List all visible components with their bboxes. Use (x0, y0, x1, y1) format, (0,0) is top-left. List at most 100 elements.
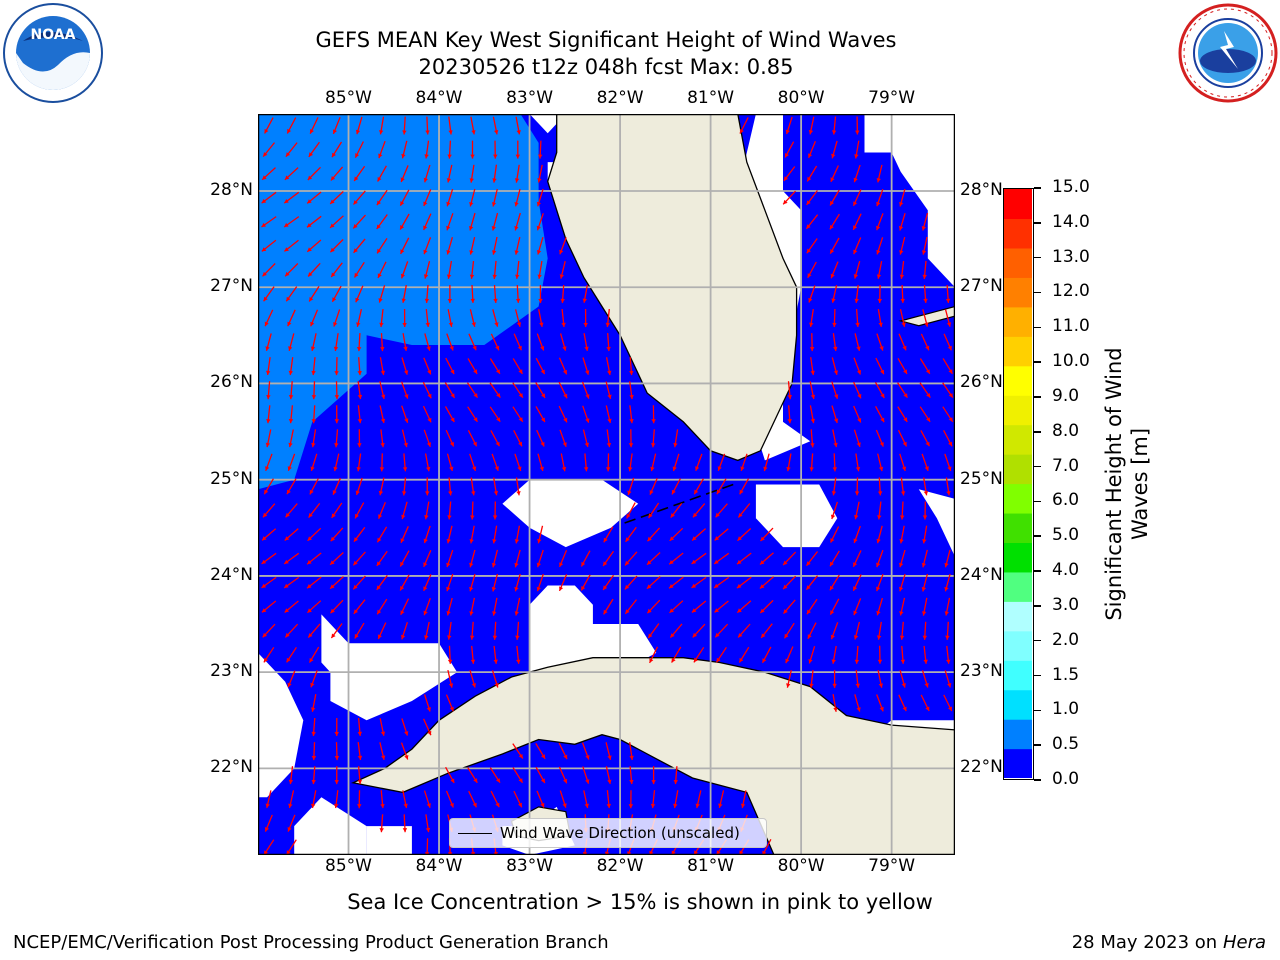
wave-arrow-head (901, 322, 906, 327)
footer-host: Hera (1222, 932, 1266, 953)
wave-arrow-head (330, 584, 335, 589)
lat-label-right: 22°N (960, 757, 1003, 778)
wave-arrow (311, 693, 317, 712)
wave-arrow-head (760, 536, 765, 541)
wave-arrow (853, 164, 861, 183)
wave-arrow (853, 598, 862, 616)
wave-arrow-head (380, 370, 386, 375)
wave-arrow (538, 284, 543, 304)
lon-label-bottom: 81°W (687, 856, 735, 876)
wave-arrow-head (855, 130, 860, 135)
wave-arrow-head (899, 586, 904, 592)
wave-arrow (944, 670, 952, 688)
wave-arrow-head (354, 633, 359, 639)
wave-arrow-head (288, 779, 294, 785)
wave-arrow (424, 453, 431, 472)
wave-arrow-head (855, 683, 860, 688)
wave-arrow-head (285, 512, 290, 518)
wave-arrow (737, 623, 751, 638)
wave-arrow (515, 116, 521, 135)
wave-arrow-head (492, 250, 497, 255)
wave-arrow (376, 575, 388, 591)
wave-arrow-head (514, 586, 519, 592)
wave-arrow (713, 576, 730, 589)
wave-arrow (942, 406, 954, 423)
wave-arrow (897, 406, 908, 423)
wave-arrow-head (737, 608, 742, 613)
wave-arrow (263, 478, 274, 495)
wave-arrow (288, 766, 294, 785)
wave-arrow (266, 381, 271, 400)
no-data-area-3 (321, 614, 458, 721)
wave-arrow-head (402, 467, 408, 472)
wave-arrow-head (948, 706, 952, 711)
wave-arrow-head (833, 346, 838, 351)
wave-arrow (264, 814, 273, 832)
wave-arrow (806, 165, 818, 182)
wave-arrow-head (946, 491, 951, 496)
wave-arrow-head (876, 225, 881, 231)
wave-arrow (376, 550, 388, 567)
wave-arrow (423, 357, 432, 375)
wave-arrow (854, 333, 861, 351)
wave-arrow-head (806, 609, 811, 615)
wave-arrow-head (880, 369, 884, 375)
wave-arrow (897, 429, 908, 447)
wave-arrow (283, 216, 300, 228)
wave-arrow (492, 260, 497, 279)
colorbar-tick-label: 12.0 (1052, 281, 1090, 302)
wave-arrow-head (446, 201, 451, 207)
wave-arrow-head (540, 803, 545, 808)
wave-arrow (783, 622, 795, 639)
wave-arrow-head (355, 129, 361, 135)
wave-arrow-head (448, 491, 453, 496)
wave-arrow (446, 237, 454, 255)
wave-arrow (695, 453, 703, 472)
wave-arrow-head (833, 442, 838, 448)
wave-arrow (287, 814, 296, 832)
wave-arrow (759, 552, 774, 565)
colorbar-tick-label: 5.0 (1052, 525, 1080, 546)
wave-arrow (329, 552, 344, 566)
wave-arrow-head (833, 370, 838, 375)
wave-arrow-head (763, 466, 768, 472)
wave-arrow (944, 309, 952, 327)
wave-arrow (333, 453, 340, 472)
wave-arrow-head (585, 394, 590, 399)
wave-arrow-head (377, 273, 382, 278)
wave-arrow (559, 333, 567, 351)
wave-arrow (875, 405, 885, 423)
colorbar-segment (1004, 542, 1032, 573)
wave-arrow-head (903, 369, 907, 374)
wave-arrow (829, 213, 840, 230)
florida-key-4 (689, 495, 701, 501)
wave-arrow (808, 285, 816, 303)
colorbar-tick-mark (1034, 187, 1041, 189)
wave-arrow (853, 525, 861, 544)
wave-arrow (445, 766, 455, 784)
colorbar-tick-mark (1034, 744, 1041, 746)
wave-arrow-head (357, 779, 362, 785)
wave-arrow (470, 645, 476, 664)
wave-arrow (736, 600, 752, 614)
wave-arrow (470, 284, 475, 303)
wave-arrow-head (856, 707, 861, 712)
wave-arrow-head (605, 322, 610, 327)
wave-arrow (401, 621, 409, 640)
wave-arrow (832, 333, 838, 352)
wave-arrow-head (925, 706, 930, 711)
wave-arrow-head (402, 828, 408, 833)
wave-arrow-head (948, 417, 953, 422)
wave-arrow-head (695, 803, 700, 808)
wave-arrow-head (806, 200, 811, 205)
wave-arrow-head (381, 394, 386, 399)
wave-arrow (423, 597, 431, 616)
wave-arrow (877, 284, 882, 304)
wave-arrow-head (922, 539, 927, 544)
wave-arrow (266, 405, 271, 424)
wave-arrow (561, 309, 566, 328)
wave-arrow-head (307, 247, 312, 252)
wave-arrow (265, 453, 273, 472)
wave-arrow (330, 262, 343, 278)
wave-arrow-head (495, 441, 500, 447)
